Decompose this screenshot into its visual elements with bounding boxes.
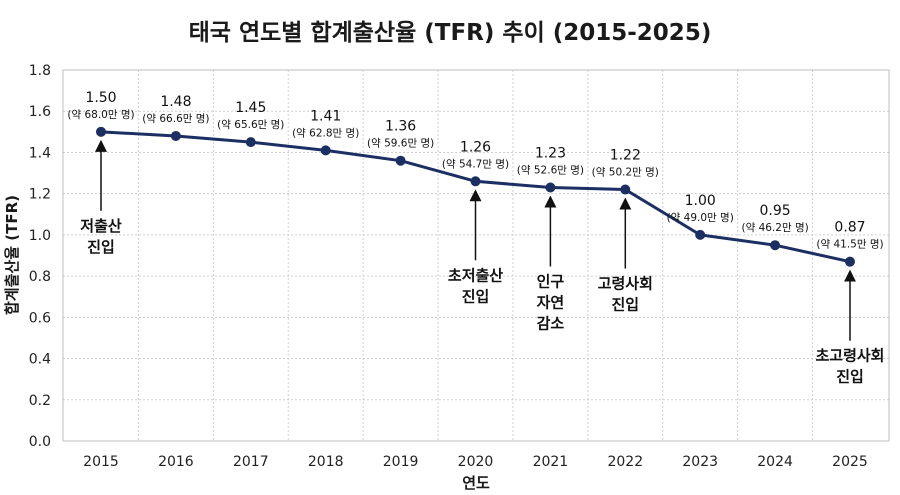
value-label: 1.48 (160, 94, 191, 110)
data-point (245, 137, 256, 148)
series-layer (96, 126, 855, 267)
births-label: (약 52.6만 명) (517, 164, 584, 176)
births-label: (약 46.2만 명) (741, 222, 808, 234)
births-label: (약 41.5만 명) (816, 239, 883, 251)
x-tick-label: 2015 (83, 454, 119, 470)
annotation-text: 고령사회 (598, 275, 653, 293)
annotation-text: 초저출산 (448, 266, 503, 284)
births-label: (약 54.7만 명) (442, 158, 509, 170)
value-label: 1.50 (85, 90, 116, 106)
value-label: 1.36 (385, 119, 416, 135)
value-label: 1.26 (460, 139, 491, 155)
data-point (395, 155, 406, 166)
value-label: 1.23 (535, 145, 566, 161)
x-tick-label: 2024 (757, 454, 793, 470)
y-tick-label: 0.4 (29, 352, 51, 368)
data-point (96, 126, 106, 137)
annotation-text: 초고령사회 (815, 347, 884, 365)
births-label: (약 59.6만 명) (367, 138, 434, 150)
value-label: 1.45 (235, 100, 266, 116)
x-axis-label: 연도 (462, 474, 490, 492)
value-label: 1.22 (610, 148, 641, 164)
annotation-text: 인구 (537, 272, 565, 290)
data-point (545, 182, 556, 193)
births-label: (약 49.0만 명) (667, 212, 734, 224)
births-label: (약 68.0만 명) (67, 109, 134, 121)
x-tick-label: 2021 (533, 454, 569, 470)
value-label: 1.00 (685, 193, 716, 209)
annotation-text: 진입 (611, 296, 639, 314)
data-point (845, 256, 855, 267)
plot-frame (62, 69, 890, 442)
x-tick-label: 2022 (607, 454, 643, 470)
data-point (770, 240, 781, 251)
value-label: 0.87 (834, 220, 865, 236)
births-label: (약 65.6만 명) (217, 119, 284, 131)
data-point (695, 229, 706, 240)
x-tick-label: 2025 (832, 454, 868, 470)
x-tick-label: 2020 (458, 454, 494, 470)
data-point (470, 176, 481, 187)
annotation-text: 진입 (87, 238, 115, 256)
y-tick-label: 0.0 (29, 434, 51, 450)
data-label-layer: 1.50 (약 68.0만 명) 1.48 (약 66.6만 명) 1.45 (약 65.… (67, 90, 883, 251)
annotation-text: 감소 (537, 314, 565, 332)
y-tick-label: 1.0 (29, 228, 51, 244)
x-tick-label: 2019 (383, 454, 419, 470)
x-tick-labels: 2015 2016 2017 2018 2019 2020 2021 2022 2023 2024… (83, 454, 868, 470)
data-point (170, 130, 181, 141)
births-label: (약 50.2만 명) (592, 167, 659, 179)
x-tick-label: 2018 (308, 454, 344, 470)
births-label: (약 62.8만 명) (292, 127, 359, 139)
value-label: 1.41 (310, 108, 341, 124)
data-point (620, 184, 631, 195)
annotation-text: 진입 (462, 287, 490, 305)
x-tick-label: 2017 (233, 454, 269, 470)
annotation-text: 진입 (836, 368, 864, 386)
y-tick-label: 1.6 (29, 104, 51, 120)
annotation-text: 저출산 (80, 217, 122, 235)
annotation-text: 자연 (537, 293, 565, 311)
chart-title: 태국 연도별 합계출산율 (TFR) 추이 (2015-2025) (189, 20, 712, 46)
y-tick-label: 0.2 (29, 393, 51, 409)
y-tick-label: 0.8 (29, 269, 51, 285)
y-tick-label: 1.2 (29, 187, 51, 203)
births-label: (약 66.6만 명) (142, 113, 209, 125)
y-axis-label: 합계출산율 (TFR) (3, 195, 21, 315)
y-tick-label: 1.8 (29, 63, 51, 79)
y-tick-label: 0.6 (29, 310, 51, 326)
y-tick-labels: 0.0 0.2 0.4 0.6 0.8 1.0 1.2 1.4 1.6 1.8 (29, 63, 51, 450)
x-tick-label: 2016 (158, 454, 194, 470)
data-point (320, 145, 331, 156)
x-tick-label: 2023 (682, 454, 718, 470)
y-tick-label: 1.4 (29, 145, 51, 161)
value-label: 0.95 (760, 203, 791, 219)
